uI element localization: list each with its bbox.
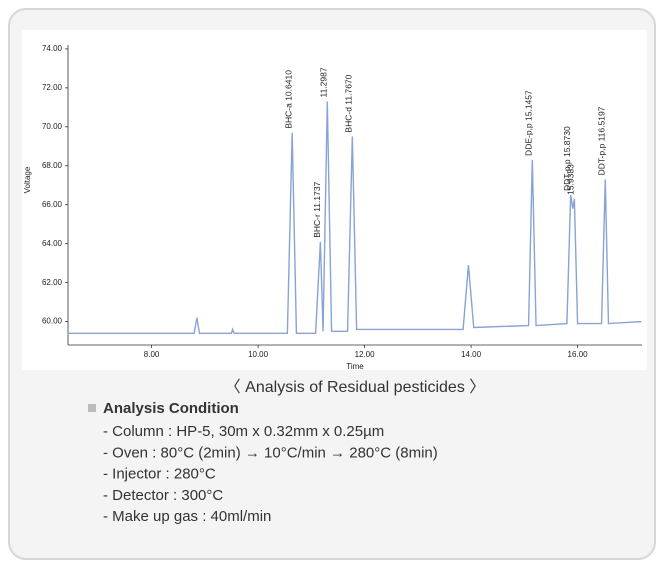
y-tick-label: 66.00 [42,200,63,209]
peak-label: 11.2987 [318,67,328,97]
y-axis-label: Voltage [23,166,32,193]
x-tick-label: 16.00 [568,350,589,359]
condition-item: - Make up gas : 40ml/min [103,508,271,525]
peak-label: BHC-r 11.1737 [312,181,322,237]
y-tick-label: 64.00 [42,239,63,248]
condition-title: Analysis Condition [103,400,239,417]
x-tick-label: 10.00 [248,350,269,359]
plot-bg [22,30,647,370]
condition-item: - Oven : 80°C (2min) → 10°C/min → 280°C … [103,444,438,461]
condition-item: - Column : HP-5, 30m x 0.32mm x 0.25µm [103,423,384,440]
y-tick-label: 68.00 [42,161,63,170]
condition-item: - Detector : 300°C [103,487,223,504]
line [69,101,642,335]
peak-label: DDT-p,p 15.8730 [562,126,572,191]
peak-label: BHC-d 11.7670 [343,74,353,132]
peak-label: 15.9383 [566,164,576,195]
y-tick-label: 72.00 [42,83,63,92]
bullet [88,404,96,412]
y-tick-label: 62.00 [42,278,63,287]
caption: 〈 Analysis of Residual pesticides 〉 [225,379,486,396]
x-tick-label: 8.00 [144,350,160,359]
peak-label: BHC-a 10.6410 [283,70,293,129]
y-tick-label: 74.00 [42,44,63,53]
peak-label: DDT-p,p 116.5197 [596,106,606,175]
y-tick-label: 70.00 [42,122,63,131]
peak-label: DDE-p,p 15.1457 [523,90,533,156]
condition-item: - Injector : 280°C [103,466,216,483]
y-tick-label: 60.00 [42,317,63,326]
x-axis-label: Time [346,362,364,371]
x-tick-label: 12.00 [355,350,376,359]
x-tick-label: 14.00 [461,350,482,359]
